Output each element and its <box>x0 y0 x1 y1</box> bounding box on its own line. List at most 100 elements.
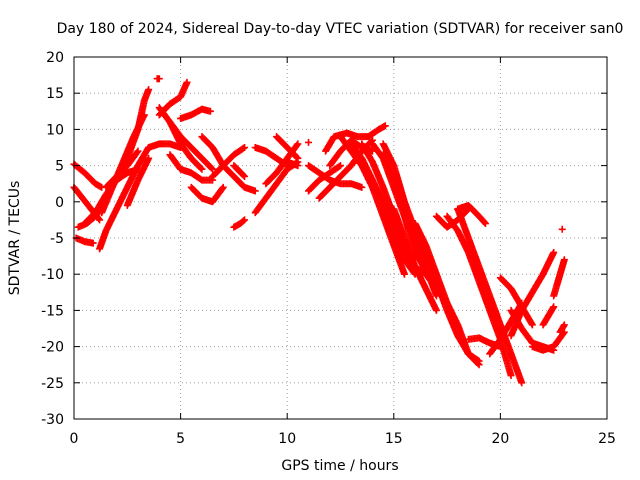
y-tick-label: 10 <box>46 122 64 138</box>
series-arc-31 <box>305 162 366 191</box>
data-point <box>133 148 141 156</box>
data-point <box>335 162 343 170</box>
series-arc-24 <box>251 158 302 217</box>
series-arc-28 <box>305 138 313 146</box>
y-tick-label: 0 <box>55 195 64 211</box>
data-point <box>528 321 536 329</box>
data-point <box>381 122 389 130</box>
series-arc-09 <box>102 147 142 191</box>
series-arc-26 <box>273 133 302 162</box>
data-point <box>507 372 515 380</box>
data-point <box>337 162 344 170</box>
data-point <box>239 144 247 152</box>
data-point <box>294 154 302 162</box>
chart-title: Day 180 of 2024, Sidereal Day-to-day VTE… <box>57 21 624 37</box>
data-point <box>400 270 408 278</box>
data-point <box>96 216 104 224</box>
data-point <box>475 361 483 369</box>
y-tick-label: 5 <box>55 159 64 175</box>
data-point <box>197 164 205 172</box>
data-point <box>560 256 568 264</box>
data-point <box>294 140 302 148</box>
y-tick-label: -15 <box>41 303 64 319</box>
data-point <box>219 183 227 191</box>
data-point <box>206 107 214 115</box>
series-arc-23 <box>251 144 291 170</box>
data-point <box>550 248 558 256</box>
data-point <box>218 185 226 193</box>
y-tick-label: -10 <box>41 267 64 283</box>
data-point <box>251 187 259 195</box>
x-tick-label: 10 <box>278 431 296 447</box>
data-point <box>145 86 153 94</box>
data-point <box>239 217 247 225</box>
data-point <box>518 379 526 387</box>
series-arc-18 <box>187 183 227 206</box>
data-point <box>358 183 366 191</box>
data-point <box>183 78 191 86</box>
data-marks <box>70 75 568 387</box>
data-point <box>241 216 249 224</box>
x-tick-label: 15 <box>385 431 403 447</box>
series-arc-32 <box>322 122 389 155</box>
series-arc-15 <box>166 151 217 184</box>
data-point <box>432 306 440 314</box>
grid <box>74 57 607 419</box>
series-arc-03 <box>72 234 97 247</box>
series-arc-10 <box>123 154 153 209</box>
data-point <box>241 144 249 151</box>
data-point <box>293 153 301 161</box>
data-point <box>155 75 163 83</box>
data-point <box>481 218 489 226</box>
x-tick-label: 25 <box>598 431 616 447</box>
series-arc-22 <box>230 216 249 231</box>
series-arc-16 <box>177 105 214 123</box>
x-tick-label: 20 <box>491 431 509 447</box>
data-point <box>134 147 142 155</box>
data-point <box>239 171 247 179</box>
axes: 0 5 10 15 20 25 -30 -25 -20 -15 -10 -5 0 5 10 15 20 <box>41 50 616 447</box>
x-axis-label: GPS time / hours <box>281 458 398 474</box>
series-arc-29 <box>305 162 344 195</box>
series-arc-47 <box>454 201 489 228</box>
plot-frame <box>73 56 608 420</box>
y-tick-label: -25 <box>41 376 64 392</box>
data-point <box>481 220 489 228</box>
series-arc-12 <box>153 75 163 83</box>
series-arc-57 <box>558 225 566 233</box>
data-point <box>145 154 153 162</box>
y-tick-label: -20 <box>41 340 64 356</box>
series-arc-17 <box>166 118 217 173</box>
series-arc-45 <box>443 212 515 380</box>
y-tick-label: 20 <box>46 50 64 66</box>
data-point <box>474 360 482 368</box>
series-arc-21 <box>230 162 249 180</box>
data-point <box>241 172 249 180</box>
data-point <box>209 165 217 173</box>
data-point <box>305 138 313 146</box>
series-arc-50 <box>496 274 536 329</box>
series-arc-55 <box>550 256 568 300</box>
data-point <box>198 165 206 173</box>
data-point <box>208 164 216 172</box>
x-tick-label: 5 <box>176 431 185 447</box>
series-arc-20 <box>209 144 249 180</box>
series-arc-54 <box>539 303 558 329</box>
series-arc-51 <box>507 248 558 340</box>
y-tick-label: -30 <box>41 412 64 428</box>
data-point <box>294 162 302 170</box>
x-tick-label: 0 <box>70 431 79 447</box>
series-arc-27 <box>283 158 302 170</box>
series-arc-06 <box>96 144 153 253</box>
data-point <box>560 321 568 329</box>
y-tick-label: 15 <box>46 86 64 102</box>
data-point <box>89 239 97 247</box>
data-point <box>550 303 558 311</box>
data-point <box>558 225 566 233</box>
series-arc-56 <box>556 321 568 336</box>
y-tick-label: -5 <box>50 231 64 247</box>
series-arc-43 <box>422 248 483 369</box>
y-axis-label: SDTVAR / TECUs <box>7 181 23 296</box>
series-arc-19 <box>198 133 259 195</box>
